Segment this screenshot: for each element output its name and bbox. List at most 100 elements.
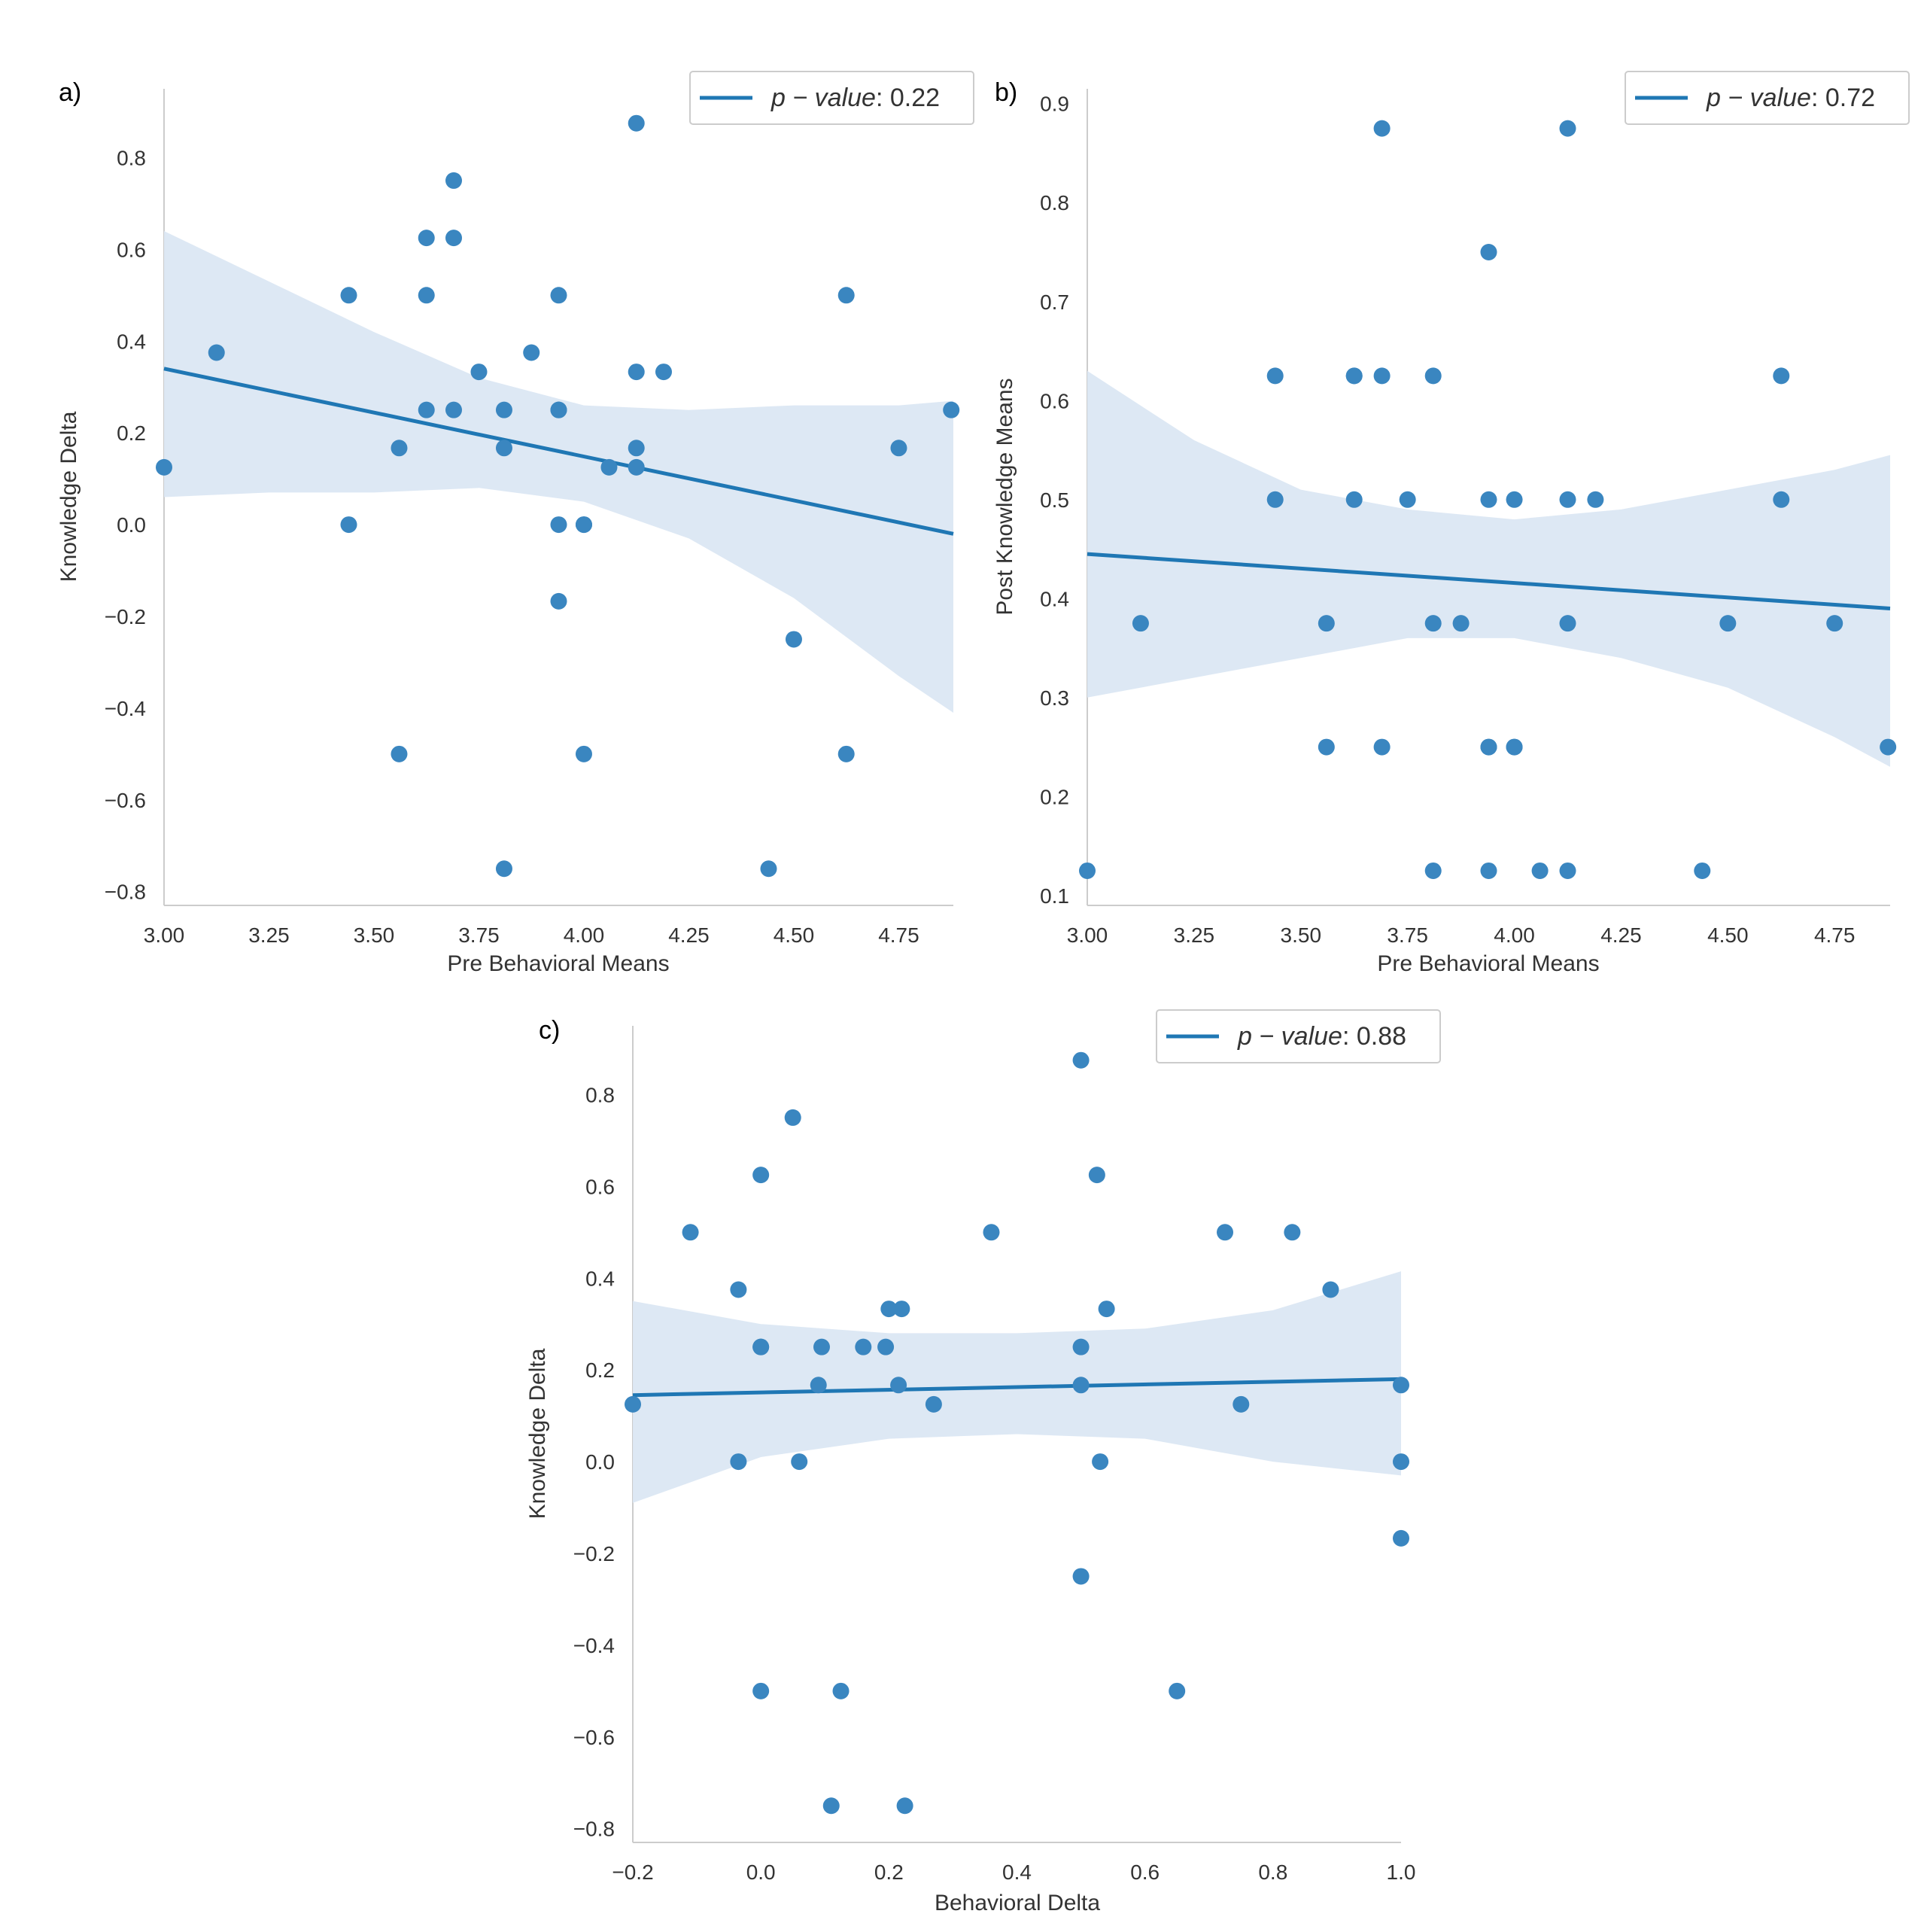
data-point (1559, 120, 1576, 137)
data-point (1266, 491, 1284, 508)
y-tick-label: 0.7 (1040, 291, 1069, 314)
data-point (1284, 1224, 1301, 1241)
legend-box (1156, 1009, 1441, 1063)
panel-label: b) (995, 78, 1017, 107)
data-point (1452, 615, 1470, 632)
data-point (628, 458, 645, 476)
data-point (1480, 491, 1497, 508)
data-point (445, 172, 463, 189)
data-point (628, 114, 645, 132)
legend: p − value: 0.72 (1625, 71, 1910, 125)
data-point (391, 440, 408, 457)
data-point (1506, 738, 1523, 756)
data-point (1424, 862, 1442, 879)
data-point (575, 516, 592, 534)
y-tick-label: 0.5 (1040, 488, 1069, 512)
data-point (1345, 367, 1363, 385)
data-point (1424, 615, 1442, 632)
x-tick-label: 4.25 (1600, 923, 1642, 947)
data-point (730, 1453, 747, 1471)
x-tick-label: 3.75 (1387, 923, 1428, 947)
data-point (890, 1377, 907, 1394)
data-point (1424, 367, 1442, 385)
data-point (752, 1167, 770, 1184)
legend-symbol: p − value (771, 84, 876, 112)
data-point (1318, 738, 1335, 756)
data-point (791, 1453, 808, 1471)
y-tick-label: 0.0 (585, 1450, 615, 1474)
y-tick-label: −0.6 (573, 1726, 615, 1749)
data-point (1773, 367, 1790, 385)
y-tick-label: −0.8 (105, 881, 146, 904)
x-tick-label: 3.50 (354, 923, 395, 947)
confidence-band (1087, 370, 1890, 767)
scatter-points (625, 1051, 1409, 1815)
data-point (495, 440, 512, 457)
y-tick-label: 0.8 (117, 146, 146, 169)
x-tick-labels: 3.00 3.25 3.50 3.75 4.00 4.25 4.50 4.75 (1067, 923, 1856, 947)
y-tick-label: 0.3 (1040, 686, 1069, 710)
data-point (550, 516, 567, 534)
data-point (550, 401, 567, 418)
y-tick-label: −0.2 (105, 605, 146, 628)
data-point (1719, 615, 1737, 632)
data-point (1072, 1568, 1090, 1585)
data-point (1694, 862, 1711, 879)
x-tick-label: 3.25 (1174, 923, 1215, 947)
data-point (1072, 1338, 1090, 1355)
y-tick-label: −0.8 (573, 1818, 615, 1841)
x-tick-label: −0.2 (612, 1861, 653, 1884)
data-point (1480, 738, 1497, 756)
data-point (625, 1395, 641, 1413)
data-point (208, 344, 225, 361)
data-point (550, 287, 567, 304)
data-point (1587, 491, 1604, 508)
data-point (1559, 491, 1576, 508)
y-axis-label: Post Knowledge Means (992, 378, 1017, 615)
y-tick-label: 0.1 (1040, 884, 1069, 908)
data-point (1322, 1281, 1339, 1298)
data-point (983, 1224, 1000, 1241)
legend-label: p − value: 0.88 (1237, 1022, 1406, 1051)
y-tick-labels: 0.1 0.2 0.3 0.4 0.5 0.6 0.7 0.8 0.9 (1040, 93, 1069, 908)
x-tick-label: 4.75 (878, 923, 919, 947)
y-tick-label: 0.6 (1040, 389, 1069, 412)
data-point (893, 1301, 910, 1318)
x-tick-labels: −0.2 0.0 0.2 0.4 0.6 0.8 1.0 (612, 1861, 1415, 1884)
x-tick-label: 4.25 (668, 923, 710, 947)
data-point (682, 1224, 699, 1241)
data-point (445, 401, 463, 418)
x-tick-label: 3.50 (1281, 923, 1322, 947)
data-point (1345, 491, 1363, 508)
data-point (1088, 1167, 1105, 1184)
legend-label: p − value: 0.72 (1706, 84, 1875, 112)
data-point (418, 230, 435, 247)
data-point (1393, 1377, 1409, 1394)
x-tick-label: 4.00 (1494, 923, 1535, 947)
x-tick-label: 3.00 (144, 923, 185, 947)
panel-label: c) (539, 1016, 560, 1045)
regression-line (163, 367, 954, 536)
data-point (575, 745, 592, 762)
data-point (925, 1395, 942, 1413)
scatter-points (156, 114, 960, 878)
data-point (1393, 1453, 1409, 1471)
legend-symbol: p − value (1706, 84, 1811, 112)
data-point (1480, 244, 1497, 260)
x-tick-label: 0.8 (1258, 1861, 1287, 1884)
x-tick-label: 0.0 (746, 1861, 776, 1884)
x-tick-label: 3.75 (458, 923, 500, 947)
data-point (1266, 367, 1284, 385)
data-point (1079, 862, 1096, 879)
y-tick-label: 0.6 (117, 238, 146, 261)
y-tick-label: −0.4 (105, 697, 146, 720)
x-tick-label: 4.75 (1814, 923, 1856, 947)
data-point (1233, 1395, 1250, 1413)
x-tick-label: 3.00 (1067, 923, 1108, 947)
legend-box (1625, 71, 1910, 125)
data-point (890, 440, 907, 457)
y-tick-label: 0.4 (585, 1267, 615, 1290)
x-axis-label: Behavioral Delta (935, 1891, 1100, 1915)
data-point (628, 364, 645, 381)
data-point (1373, 738, 1391, 756)
